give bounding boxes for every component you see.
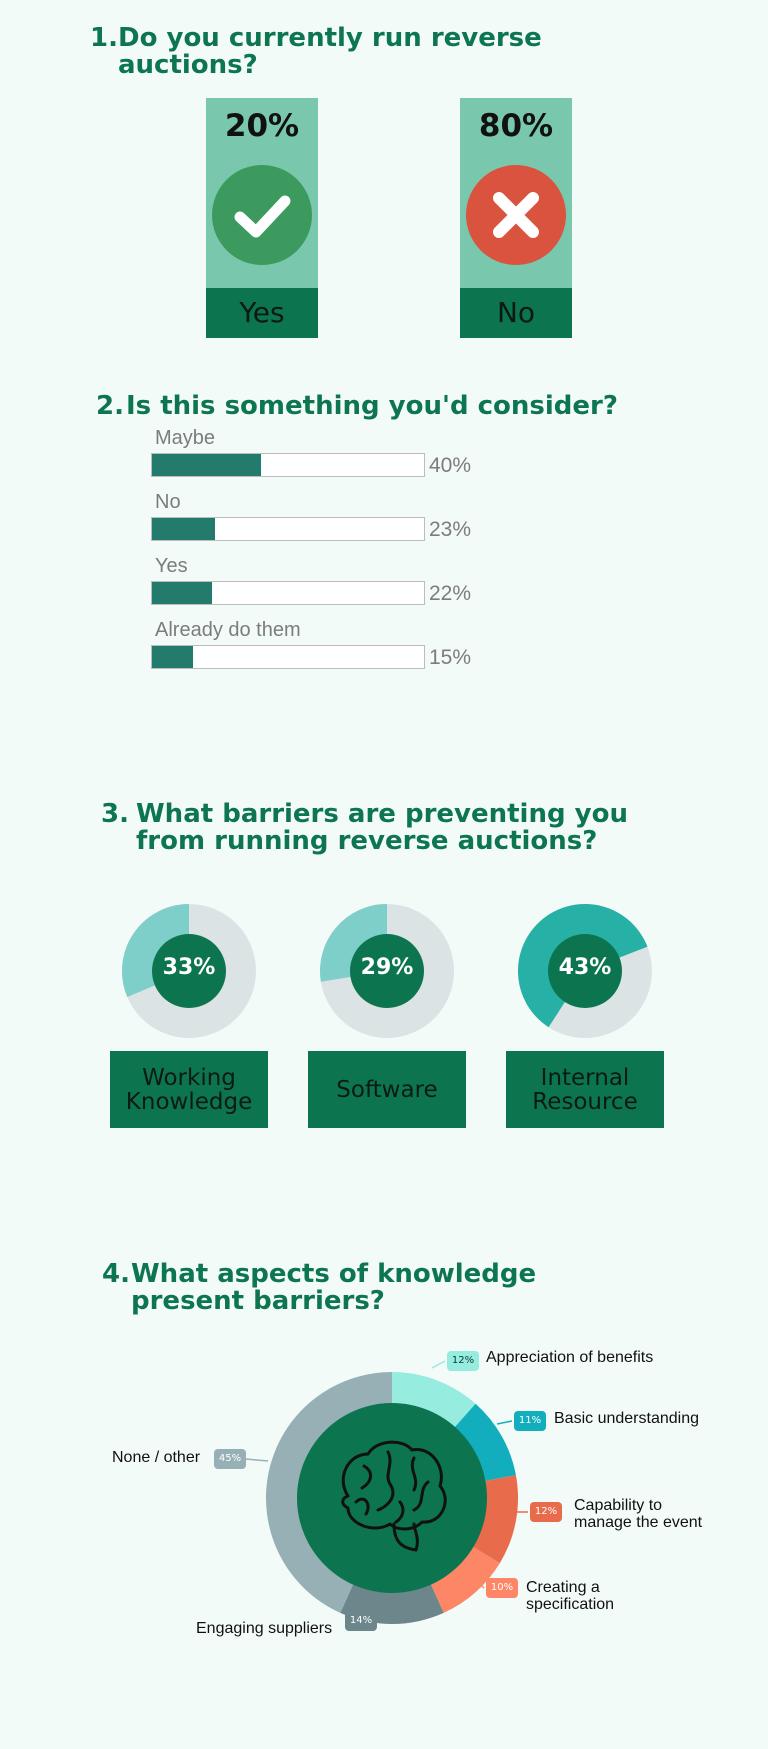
percent-tag: 12% — [447, 1351, 479, 1371]
knowledge-segment — [430, 1546, 500, 1613]
q3-number: 3. — [101, 799, 129, 829]
yes-card: 20% Yes — [206, 98, 318, 338]
knowledge-segment — [392, 1372, 476, 1429]
leader-line — [496, 1420, 513, 1425]
option-bar-track — [151, 517, 425, 541]
no-label-box: No — [460, 288, 572, 338]
option-bar-fill — [152, 582, 212, 604]
barrier-donut — [122, 904, 256, 1038]
option-bar-track — [151, 581, 425, 605]
no-label: No — [496, 296, 536, 329]
q2-heading: 2. Is this something you'd consider? — [96, 392, 656, 422]
q1-title: Do you currently run reverse — [118, 23, 542, 53]
knowledge-segment — [471, 1475, 518, 1564]
q3-title-line2: from running reverse auctions? — [136, 826, 598, 856]
barrier-label-box: Internal Resource — [506, 1051, 664, 1128]
barrier-label: Working Knowledge — [125, 1064, 253, 1115]
yes-label: Yes — [239, 296, 285, 329]
q2-title: Is this something you'd consider? — [126, 391, 618, 421]
knowledge-segment — [265, 1372, 392, 1613]
percent-tag: 11% — [514, 1411, 546, 1431]
donut-center — [548, 934, 622, 1008]
knowledge-donut-chart — [245, 1360, 528, 1625]
q4-number: 4. — [102, 1259, 130, 1289]
option-percent: 23% — [429, 518, 472, 541]
option-percent: 22% — [429, 582, 472, 605]
percent-tag: 14% — [345, 1611, 377, 1631]
check-icon — [212, 165, 312, 265]
percent-tag: 10% — [486, 1578, 518, 1598]
segment-label: None / other — [112, 1449, 201, 1466]
option-bar-fill — [152, 454, 261, 476]
q1-number: 1. — [90, 23, 118, 53]
option-label: No — [155, 491, 181, 513]
q1-heading: 1. Do you currently run reverse auctions… — [90, 24, 550, 84]
leader-line — [376, 1611, 389, 1616]
option-percent: 15% — [429, 646, 472, 669]
barrier-donut — [320, 904, 454, 1038]
leader-line — [431, 1360, 446, 1369]
barrier-label-box: Software — [308, 1051, 466, 1128]
option-bar-fill — [152, 518, 215, 540]
percent-tag: 45% — [214, 1449, 246, 1469]
q3-title: What barriers are preventing you — [136, 799, 628, 829]
yes-percent: 20% — [224, 108, 300, 144]
barrier-label: Software — [336, 1076, 438, 1103]
option-bar-track — [151, 645, 425, 669]
segment-label: Appreciation of benefits — [486, 1349, 654, 1366]
leader-line — [245, 1458, 269, 1462]
percent-tag: 12% — [530, 1502, 562, 1522]
barrier-percent: 33% — [162, 955, 216, 980]
no-card: 80% No — [460, 98, 572, 338]
knowledge-segment — [453, 1403, 516, 1482]
q4-title-line2: present barriers? — [131, 1286, 385, 1316]
segment-label: Engaging suppliers — [196, 1620, 333, 1637]
no-percent: 80% — [478, 108, 554, 144]
q1-title-line2: auctions? — [118, 50, 258, 80]
segment-label: Basic understanding — [554, 1410, 699, 1427]
barrier-percent: 29% — [360, 955, 414, 980]
option-bar-track — [151, 453, 425, 477]
segment-label: Capability to manage the event — [574, 1497, 703, 1531]
leader-line — [473, 1577, 485, 1589]
barrier-label-box: Working Knowledge — [110, 1051, 268, 1128]
segment-label: Creating a specification — [526, 1579, 615, 1613]
yes-label-box: Yes — [206, 288, 318, 338]
donut-center — [152, 934, 226, 1008]
q3-heading: 3. What barriers are preventing you from… — [101, 800, 661, 860]
q4-title: What aspects of knowledge — [131, 1259, 537, 1289]
option-label: Maybe — [155, 427, 216, 449]
q4-heading: 4. What aspects of knowledge present bar… — [102, 1260, 602, 1320]
option-percent: 40% — [429, 454, 472, 477]
option-label: Already do them — [155, 619, 301, 641]
barrier-donut — [518, 904, 652, 1038]
barrier-label: Internal Resource — [532, 1064, 638, 1115]
option-bar-fill — [152, 646, 193, 668]
cross-icon — [466, 165, 566, 265]
q2-number: 2. — [96, 391, 124, 421]
option-label: Yes — [155, 555, 188, 577]
donut-center — [350, 934, 424, 1008]
brain-icon — [341, 1440, 447, 1552]
barrier-percent: 43% — [558, 955, 612, 980]
